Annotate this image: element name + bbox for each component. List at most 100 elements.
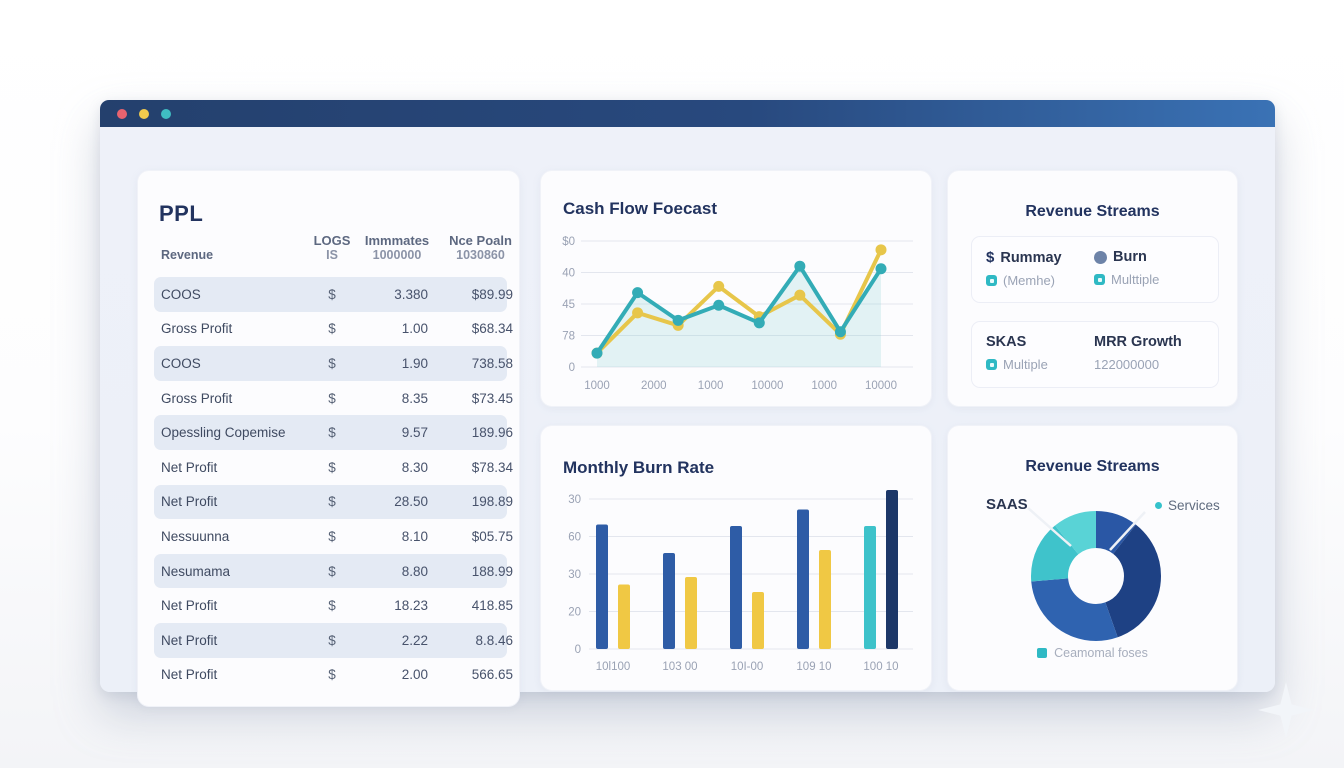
metric-mrr-label: MRR Growth [1094,334,1182,350]
svg-text:78: 78 [562,331,575,343]
svg-text:2000: 2000 [641,380,667,392]
donut-legend: Ceamomal foses [948,646,1237,660]
svg-text:109 10: 109 10 [796,661,831,673]
table-cell: 28.50 [394,494,428,510]
metric-mrr-value: 122000000 [1094,357,1160,372]
svg-text:30: 30 [568,494,581,506]
legend-swatch-icon [1037,648,1048,658]
metric-runway-sub: (Memhe) [1003,273,1056,288]
table-cell: 198.89 [471,494,513,510]
cashflow-title: Cash Flow Foecast [563,199,717,218]
table-cell: Net Profit [161,667,218,683]
table-cell: $ [328,425,336,441]
table-row: Nesumama $8.80 188.99 [154,553,513,589]
metric-mrr-growth: MRR Growth 122000000 [1094,334,1204,375]
metric-burn: Burn Multtiple [1094,249,1204,290]
table-cell: 9.57 [401,425,428,441]
metric-burn-sub: Multtiple [1111,272,1160,287]
table-row: Nessuunna $8.10 $05.75 [154,519,513,554]
teal-badge-icon [986,359,997,370]
dollar-icon: $ [986,249,995,266]
table-cell: Net Profit [161,632,218,648]
burn-icon [1094,250,1107,264]
svg-text:40: 40 [562,268,575,280]
svg-text:103 00: 103 00 [662,661,697,673]
revenue-donut-panel: Revenue Streams SAAS Services Ceamomal f… [947,425,1238,691]
table-cell: $ [328,528,336,544]
burn-rate-bar-chart: 30 60 30 20 0 10l100 103 00 10I-00 109 10 100 10 [568,490,913,673]
svg-text:100 10: 100 10 [863,661,898,673]
table-cell: $ [328,563,336,579]
window-titlebar [100,100,1275,127]
metric-skas-sub: Multiple [1003,357,1048,372]
table-cell: 189.96 [471,425,513,441]
window-maximize-button[interactable] [161,108,171,119]
table-row: Net Profit $18.23 418.85 [154,588,513,623]
table-cell: $ [328,321,336,337]
table-cell: $73.45 [471,390,513,406]
svg-text:0: 0 [575,644,581,656]
table-cell: 8.35 [401,390,428,406]
app-window: PPL Revenue LOGS IS Immmates 1000000 Nce… [100,100,1275,707]
table-cell: $ [328,355,336,371]
table-cell: 8.8.46 [475,632,513,648]
table-cell: $ [328,598,336,614]
pnl-table-header: Revenue LOGS IS Immmates 1000000 Nce Poa… [156,233,512,262]
cashflow-panel: Cash Flow Foecast $0 40 45 78 0 1000 2000 1000 1… [540,170,932,407]
table-cell: Nesumama [161,563,231,579]
pnl-header-logs: LOGS IS [313,233,351,262]
table-cell: $89.99 [471,286,513,302]
window-close-button[interactable] [117,108,127,119]
table-row: Gross Profit $8.35 $73.45 [154,381,513,416]
metrics-card-skas-mrr: SKAS Multiple MRR Growth 122000000 [971,321,1219,388]
metric-burn-label: Burn [1113,249,1147,265]
table-row: COOS $1.90 738.58 [154,346,513,381]
table-cell: Gross Profit [161,321,233,337]
svg-text:30: 30 [568,569,581,581]
table-cell: 2.00 [401,667,428,683]
burn-rate-title: Monthly Burn Rate [563,458,715,477]
table-cell: 2.22 [401,632,428,648]
donut-label-saas: SAAS [986,496,1028,513]
table-cell: $05.75 [471,528,513,544]
table-cell: 3.380 [394,286,428,302]
table-cell: $ [328,632,336,648]
table-cell: $68.34 [471,321,513,337]
table-cell: COOS [161,355,201,371]
table-row: Net Profit $28.50 198.89 [154,484,513,520]
pnl-title: PPL [159,201,204,226]
table-cell: Opessling Copemise [161,425,286,441]
pnl-header-nce-poaln: Nce Poaln 1030860 [449,233,512,262]
revenue-metrics-title: Revenue Streams [1025,203,1160,220]
metric-skas-label: SKAS [986,334,1027,350]
table-cell: $ [328,494,336,510]
revenue-donut-chart [1027,507,1161,641]
table-row: COOS $3.380 $89.99 [154,277,513,312]
services-text: Services [1168,498,1220,513]
window-minimize-button[interactable] [139,108,149,119]
table-row: Net Profit $8.30 $78.34 [154,450,513,485]
table-cell: 8.80 [401,563,428,579]
table-cell: 18.23 [394,598,428,614]
table-cell: 566.65 [471,667,513,683]
pnl-panel: PPL Revenue LOGS IS Immmates 1000000 Nce… [137,170,520,707]
svg-text:10000: 10000 [865,380,897,392]
table-row: Gross Profit $1.00 $68.34 [154,312,513,347]
table-cell: 1.90 [401,355,428,371]
legend-text: Ceamomal foses [1054,646,1148,660]
metric-runway-label: Rummay [1000,249,1062,266]
table-cell: Gross Profit [161,390,233,406]
table-cell: Nessuunna [161,528,230,544]
svg-text:10000: 10000 [751,380,783,392]
teal-badge-icon [986,275,997,286]
svg-text:1000: 1000 [584,380,610,392]
table-cell: Net Profit [161,459,218,475]
burn-rate-panel: Monthly Burn Rate 30 60 30 20 0 10l100 103 00 1… [540,425,932,691]
table-cell: Net Profit [161,494,218,510]
table-row: Opessling Copemise $9.57 189.96 [154,415,513,450]
svg-text:20: 20 [568,607,581,619]
pnl-table-body: COOS $3.380 $89.99 Gross Profit $1.00 $68.34 C… [154,277,513,692]
table-cell: $ [328,459,336,475]
table-cell: 8.10 [401,528,428,544]
metric-runway: $ Rummay (Memhe) [986,249,1086,290]
